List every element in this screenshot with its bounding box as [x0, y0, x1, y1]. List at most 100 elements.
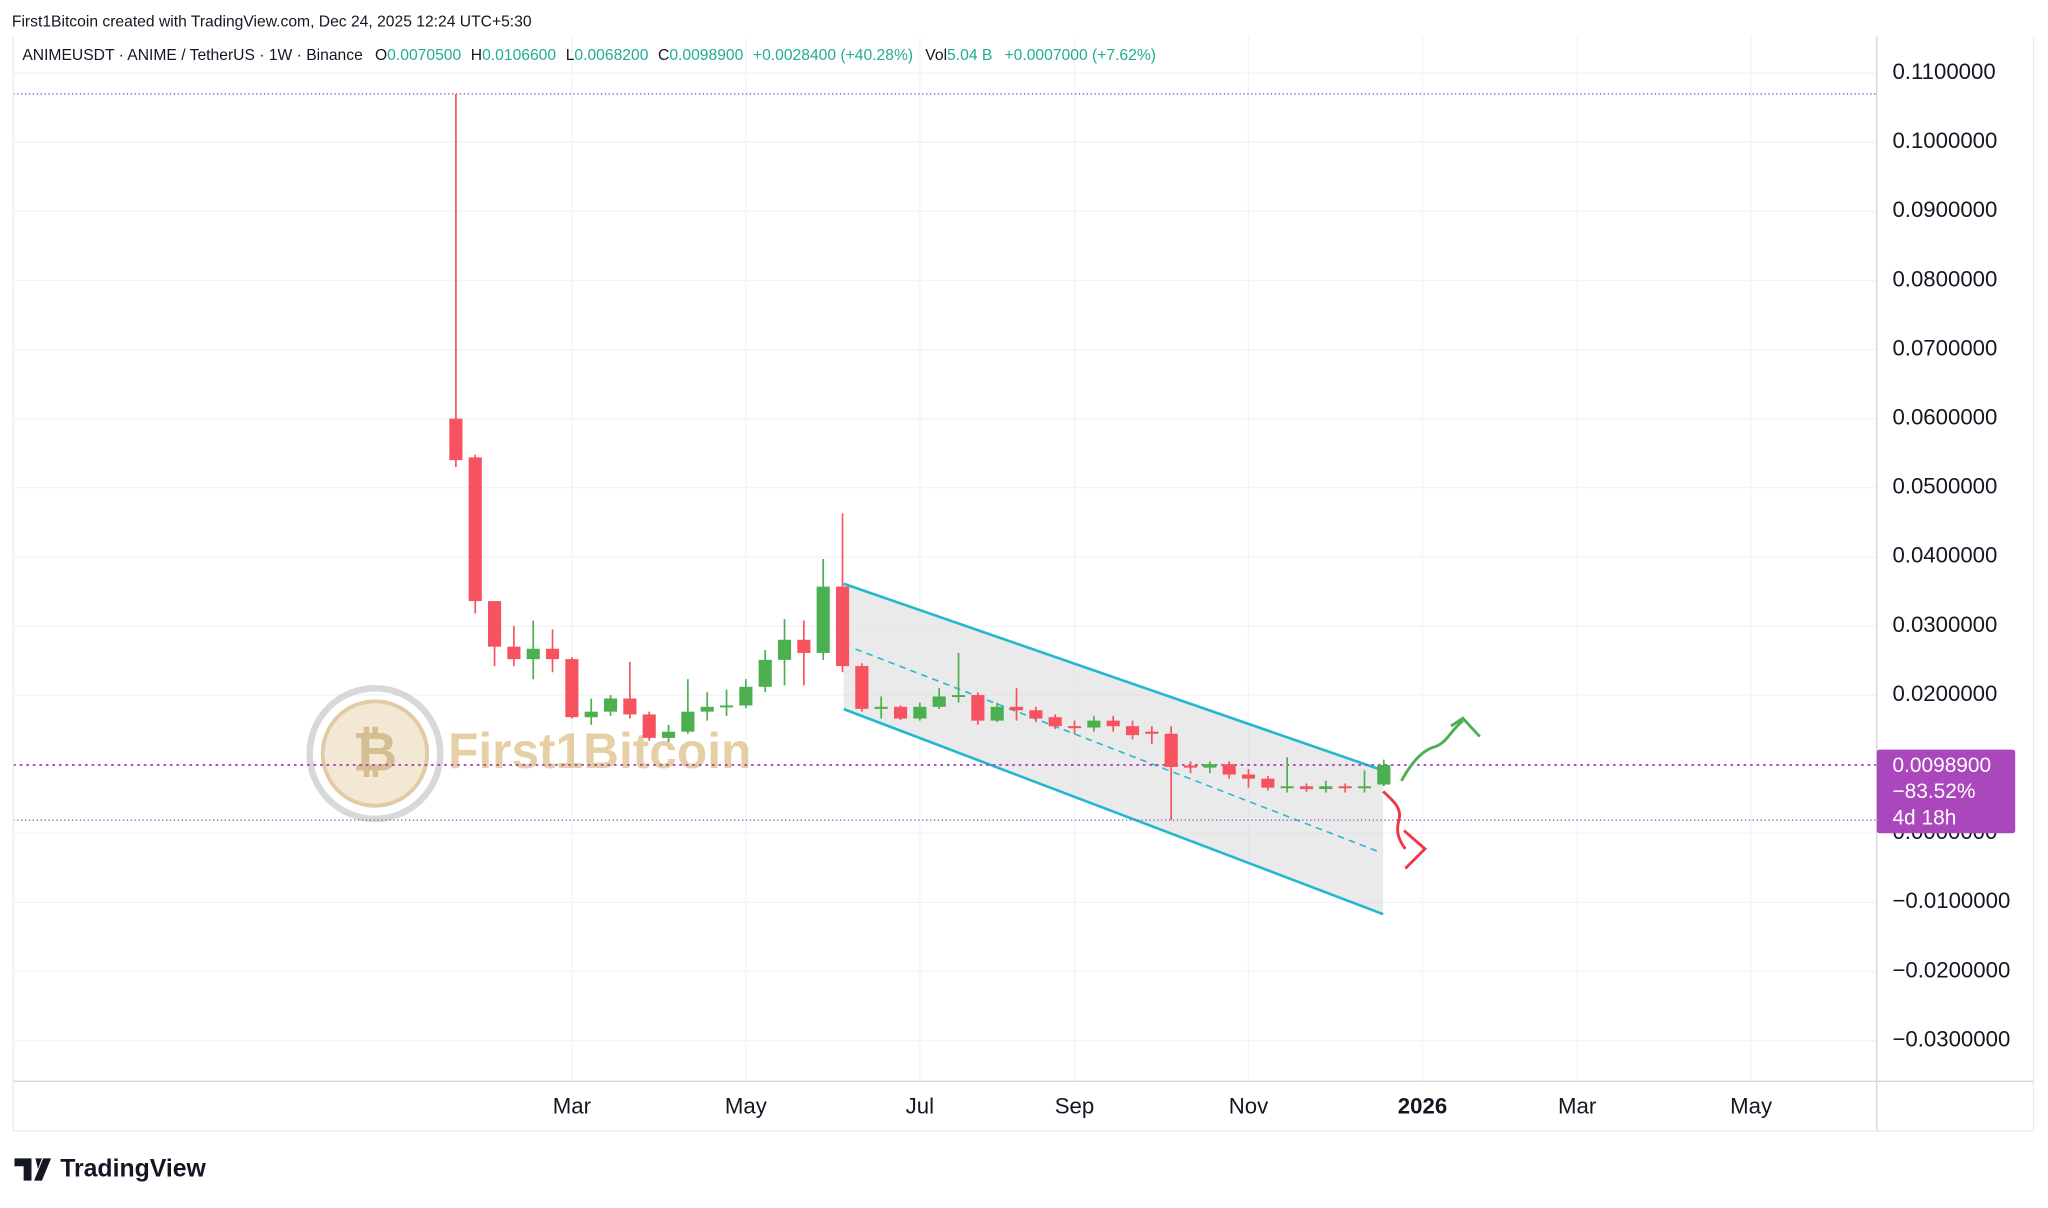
candle-body	[971, 695, 985, 721]
watermark-coin	[320, 699, 430, 808]
candle-body	[584, 711, 598, 718]
watermark-ring	[306, 684, 444, 823]
candle-body	[526, 648, 540, 660]
candle-body	[1067, 726, 1082, 729]
price-label-countdown: 4d 18h	[1892, 806, 1956, 829]
y-tick-label: −0.0100000	[1892, 888, 2010, 913]
symbol: ANIMEUSDT · ANIME / TetherUS · 1W · Bina…	[22, 47, 363, 64]
candle-body	[739, 686, 753, 706]
high-label: H	[471, 47, 482, 64]
high-value: 0.0106600	[482, 47, 556, 64]
candle-body	[797, 639, 811, 653]
x-tick-label: May	[725, 1093, 768, 1118]
candle-body	[1029, 710, 1043, 719]
candle-body	[990, 706, 1004, 721]
candles	[449, 93, 1391, 821]
candle-body	[449, 418, 463, 461]
x-tick-label: Mar	[553, 1093, 592, 1118]
candle-body	[700, 706, 714, 712]
grid	[13, 36, 1877, 1082]
close-value: 0.0098900	[669, 47, 743, 64]
y-tick-label: 0.0700000	[1892, 335, 1997, 360]
y-tick-label: 0.0200000	[1892, 681, 1997, 706]
y-tick-label: 0.0900000	[1892, 197, 1997, 222]
volume-label: Vol	[925, 47, 947, 64]
candle-body	[835, 586, 850, 667]
bear-arrow	[1382, 790, 1428, 870]
candle-body	[681, 711, 695, 732]
low-value: 0.0068200	[574, 47, 648, 64]
logo-text: TradingView	[60, 1156, 206, 1183]
candle-body	[1145, 731, 1159, 734]
channel-upper	[843, 582, 1384, 772]
change: +0.0028400 (+40.28%)	[753, 47, 913, 64]
candle-body	[623, 698, 637, 715]
candle-body	[1048, 717, 1062, 727]
legend-line: ANIMEUSDT · ANIME / TetherUS · 1W · Bina…	[22, 47, 1156, 64]
candle-body	[1183, 765, 1198, 768]
candle-body	[1125, 726, 1140, 736]
channel	[843, 582, 1384, 916]
watermark-mark: ₿	[353, 721, 398, 783]
candle-body	[719, 705, 734, 708]
credit: First1Bitcoin created with TradingView.c…	[12, 13, 532, 30]
candle-body	[777, 639, 792, 660]
x-tick-label: Mar	[1558, 1093, 1597, 1118]
candle-body	[1106, 720, 1120, 727]
candle-body	[603, 698, 618, 712]
candle-body	[1203, 764, 1217, 768]
logo-mark	[14, 1158, 52, 1181]
candle-body	[913, 706, 927, 719]
candle-body	[932, 696, 946, 707]
x-tick-label: Jul	[906, 1093, 934, 1118]
candle-body	[1377, 764, 1391, 785]
candle-body	[1009, 706, 1024, 711]
candle-body	[951, 695, 966, 698]
y-tick-label: 0.0800000	[1892, 266, 1997, 291]
y-tick-label: 0.0600000	[1892, 405, 1997, 430]
candle-body	[816, 586, 830, 653]
candle-body	[545, 648, 560, 660]
candle-body	[1299, 786, 1314, 790]
y-tick-label: −0.0200000	[1892, 957, 2010, 982]
candle-body	[468, 457, 482, 602]
y-tick-label: 0.0300000	[1892, 612, 1997, 637]
y-tick-label: 0.0500000	[1892, 474, 1997, 499]
volume-change: +0.0007000 (+7.62%)	[1005, 47, 1156, 64]
candle-body	[1357, 786, 1372, 789]
price-label-change: −83.52%	[1892, 780, 1975, 803]
candle-body	[758, 659, 772, 687]
candle-body	[565, 659, 579, 718]
x-tick-label: Sep	[1055, 1093, 1094, 1118]
close-label: C	[658, 47, 669, 64]
volume-value: 5.04 B	[947, 47, 992, 64]
channel-lower	[843, 707, 1384, 916]
x-tick-label: Nov	[1229, 1093, 1269, 1118]
ticks: 0.1100000 0.1000000 0.0900000 0.0800000 0.07…	[553, 59, 2011, 1118]
candle-body	[1338, 786, 1352, 789]
y-tick-label: 0.1100000	[1892, 59, 1995, 84]
candle-body	[1280, 786, 1294, 789]
candle-body	[1241, 774, 1256, 779]
y-tick-label: −0.0300000	[1892, 1026, 2010, 1051]
candle-body	[642, 714, 656, 738]
candle-body	[1261, 778, 1275, 788]
candle-body	[661, 731, 676, 738]
candle-body	[1164, 733, 1178, 767]
x-tick-label: May	[1730, 1093, 1773, 1118]
watermark-text: First1Bitcoin	[448, 723, 751, 779]
watermark: ₿ First1Bitcoin	[306, 684, 751, 823]
candle-body	[874, 706, 888, 709]
x-tick-label: 2026	[1398, 1093, 1447, 1118]
open-label: O	[375, 47, 387, 64]
y-tick-label: 0.1000000	[1892, 128, 1997, 153]
low-label: L	[566, 47, 575, 64]
candle-body	[487, 601, 502, 647]
logo: TradingView	[14, 1156, 207, 1183]
candle-body	[855, 666, 869, 709]
bull-arrow	[1400, 716, 1481, 782]
price-label-price: 0.0098900	[1892, 754, 1991, 777]
candle-body	[893, 706, 908, 719]
